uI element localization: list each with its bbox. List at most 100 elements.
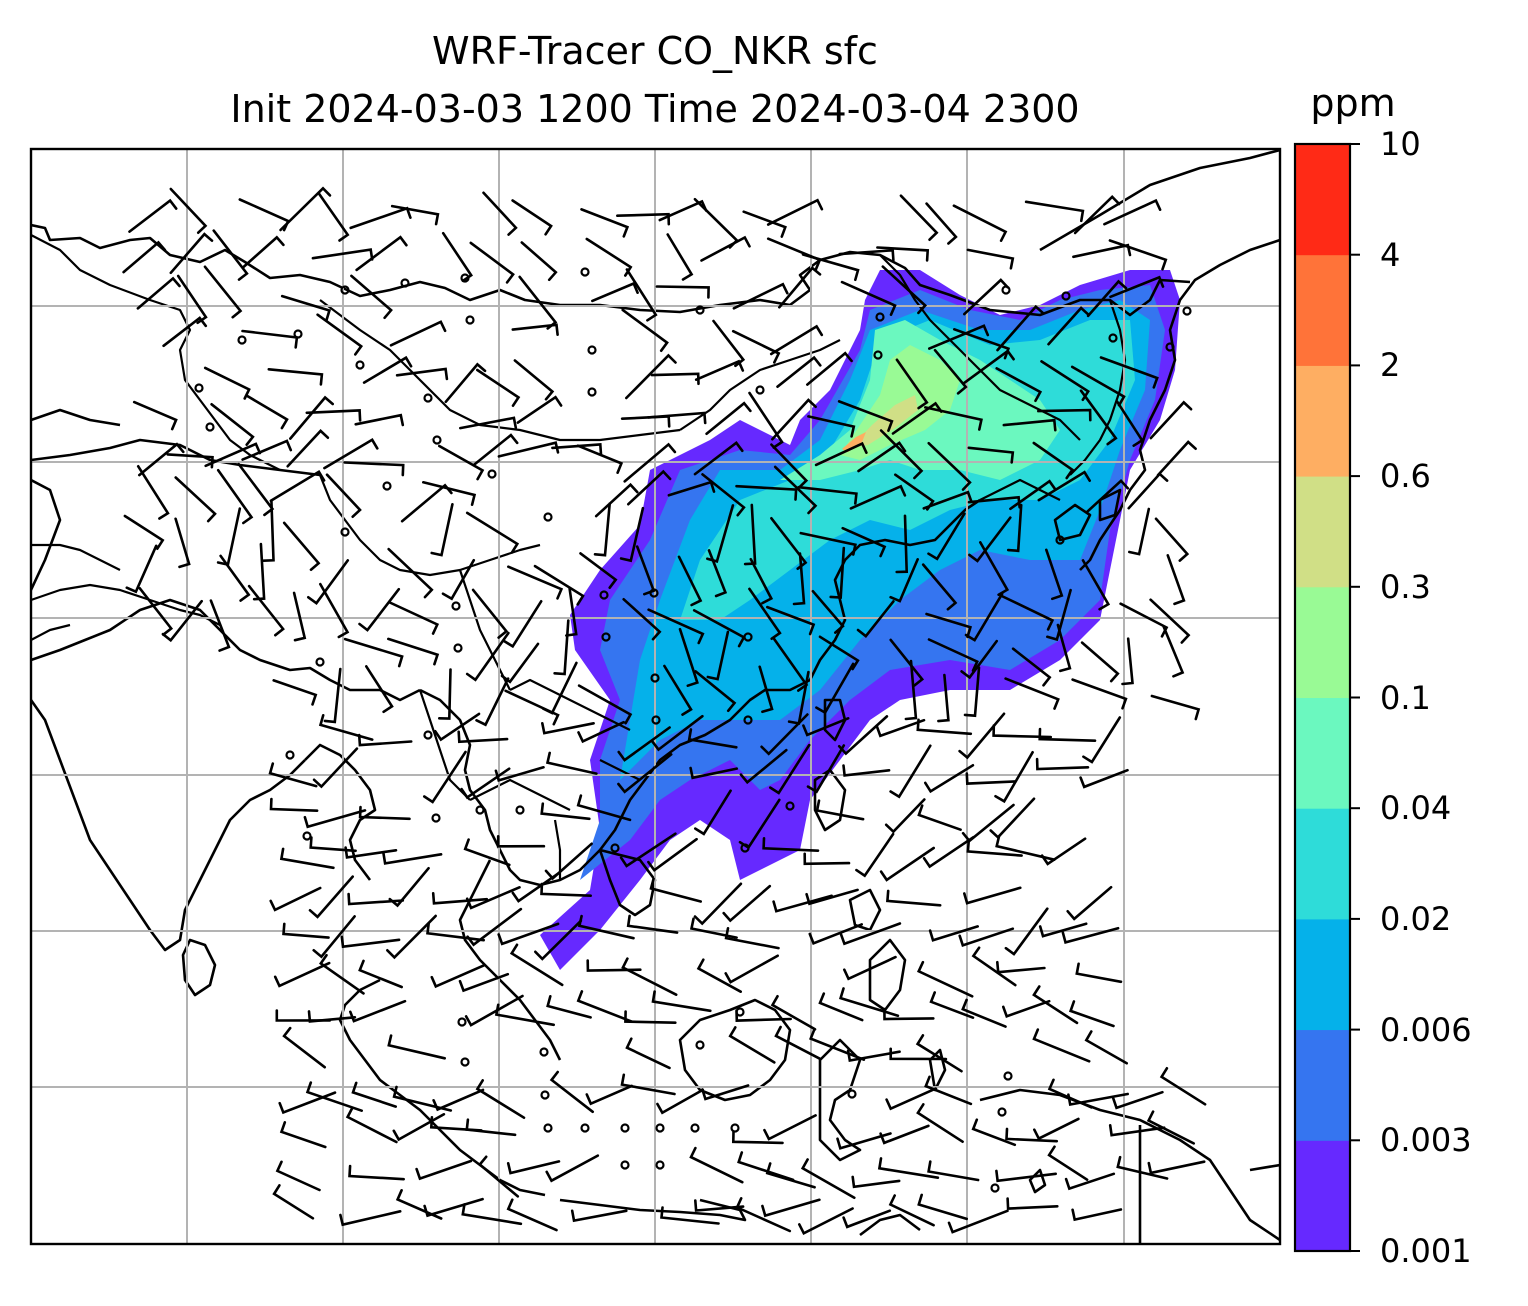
wind-barb bbox=[1099, 356, 1159, 389]
wind-barb bbox=[577, 914, 635, 940]
wind-barb bbox=[303, 809, 367, 829]
wind-barb bbox=[962, 349, 1015, 385]
wind-barb bbox=[272, 679, 318, 706]
wind-barb bbox=[772, 894, 833, 913]
wind-barb bbox=[1119, 602, 1169, 638]
wind-barb bbox=[818, 635, 860, 671]
wind-barb bbox=[655, 285, 710, 299]
wind-barb bbox=[551, 443, 603, 456]
wind-barb bbox=[553, 619, 570, 676]
wind-barb bbox=[279, 186, 332, 232]
wind-barb bbox=[161, 599, 203, 643]
wind-barb bbox=[996, 960, 1046, 974]
wind-barb bbox=[354, 413, 405, 427]
wind-barb bbox=[724, 954, 779, 984]
wind-barb bbox=[1156, 440, 1197, 477]
wind-barb bbox=[647, 411, 707, 425]
wind-barb bbox=[325, 473, 362, 518]
wind-barb bbox=[511, 323, 559, 336]
wind-barb bbox=[922, 836, 975, 869]
wind-barb bbox=[651, 990, 712, 1013]
wind-barb bbox=[541, 661, 578, 715]
calm-wind-marker bbox=[875, 312, 885, 322]
wind-barb bbox=[1038, 922, 1088, 938]
wind-barb bbox=[916, 960, 974, 998]
calm-wind-marker bbox=[543, 512, 553, 522]
wind-barb bbox=[889, 1047, 948, 1061]
wind-barb bbox=[123, 514, 165, 550]
wind-barb bbox=[809, 1028, 866, 1061]
wind-barb bbox=[269, 886, 322, 912]
wind-barb bbox=[1071, 678, 1128, 710]
wind-barb bbox=[1085, 478, 1130, 514]
wind-barb bbox=[136, 276, 181, 310]
wind-barb bbox=[1037, 408, 1092, 422]
colorbar-segment bbox=[1295, 586, 1350, 698]
wind-barb bbox=[282, 1026, 326, 1069]
wind-barb bbox=[815, 662, 855, 715]
wind-barb bbox=[273, 961, 331, 988]
wind-barb bbox=[1045, 548, 1064, 601]
wind-barb bbox=[888, 1194, 935, 1227]
wind-barb bbox=[766, 198, 824, 226]
wind-barb bbox=[889, 558, 919, 603]
colorbar-segment bbox=[1295, 808, 1350, 920]
wind-barb bbox=[465, 511, 520, 554]
wind-barb bbox=[879, 429, 924, 480]
wind-barb bbox=[429, 1116, 483, 1132]
wind-barb bbox=[883, 1007, 935, 1021]
calm-wind-marker bbox=[1055, 535, 1065, 545]
wind-barb bbox=[769, 324, 824, 356]
wind-barb bbox=[594, 482, 639, 518]
wind-barb bbox=[849, 484, 907, 510]
wind-barb bbox=[386, 914, 437, 960]
wind-barb bbox=[212, 229, 249, 281]
wind-barb bbox=[947, 1209, 1009, 1234]
wind-barb bbox=[806, 351, 853, 386]
calm-wind-marker bbox=[400, 278, 410, 288]
wind-barb bbox=[349, 999, 407, 1023]
wind-barb bbox=[689, 917, 738, 939]
wind-barb bbox=[482, 191, 518, 236]
wind-barb bbox=[390, 204, 440, 226]
wind-barb bbox=[267, 368, 324, 386]
wind-barb bbox=[580, 208, 630, 238]
wind-barb bbox=[169, 232, 214, 275]
wind-barb bbox=[279, 1121, 327, 1149]
wind-barb bbox=[838, 987, 900, 1017]
wind-barb bbox=[964, 592, 1004, 642]
wind-barb bbox=[362, 355, 413, 384]
wind-barb bbox=[591, 281, 639, 303]
wind-barb bbox=[344, 846, 398, 859]
wind-barb bbox=[275, 1160, 321, 1192]
wind-barb bbox=[1011, 647, 1052, 687]
wind-barb bbox=[738, 798, 781, 850]
wind-barb bbox=[701, 473, 746, 517]
colorbar-segment bbox=[1295, 1140, 1350, 1252]
colorbar-tick-label: 0.1 bbox=[1380, 678, 1431, 717]
calm-wind-marker bbox=[465, 315, 475, 325]
wind-barb bbox=[1037, 470, 1091, 502]
wind-barb bbox=[802, 717, 850, 737]
wind-barb bbox=[687, 728, 738, 749]
wind-barb bbox=[513, 359, 555, 401]
wind-barb bbox=[475, 1079, 526, 1119]
wind-barb bbox=[323, 438, 379, 470]
wind-barb bbox=[279, 847, 335, 870]
wind-barb bbox=[749, 557, 774, 605]
wind-barb bbox=[837, 400, 894, 432]
wind-barb bbox=[967, 446, 1015, 464]
wind-barb bbox=[731, 329, 781, 364]
wind-barb bbox=[387, 1034, 446, 1060]
wind-barb bbox=[345, 1106, 398, 1144]
wind-barb bbox=[735, 484, 798, 501]
wind-barb bbox=[282, 922, 330, 939]
wind-barb bbox=[128, 198, 178, 233]
wind-barb bbox=[770, 443, 809, 489]
wind-barb bbox=[678, 627, 699, 687]
wind-barb bbox=[269, 797, 319, 812]
wind-barb bbox=[971, 1118, 1017, 1147]
wind-barb bbox=[1066, 885, 1113, 921]
calm-wind-marker bbox=[543, 1123, 553, 1133]
wind-barb bbox=[511, 872, 560, 903]
